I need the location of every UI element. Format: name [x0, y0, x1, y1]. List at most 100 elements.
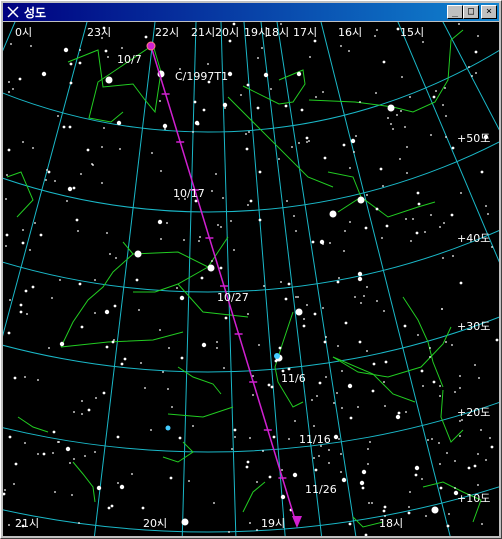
constellation-line — [17, 416, 49, 433]
star — [267, 383, 271, 387]
star — [323, 156, 327, 160]
star — [416, 191, 420, 195]
star — [8, 91, 10, 93]
star — [477, 484, 479, 486]
star — [341, 407, 343, 409]
star — [194, 199, 198, 203]
star — [353, 151, 355, 153]
star — [258, 344, 260, 346]
star — [256, 481, 258, 483]
constellation-line — [133, 266, 209, 293]
star — [487, 213, 489, 215]
star — [297, 296, 299, 298]
constellation-line — [60, 331, 184, 348]
star — [367, 448, 369, 450]
ra-line — [320, 22, 451, 536]
ra-line — [276, 22, 357, 536]
star — [13, 376, 17, 380]
star — [22, 141, 24, 143]
star — [280, 494, 286, 500]
star — [399, 158, 401, 160]
star — [295, 296, 297, 298]
star — [366, 194, 368, 196]
constellation-line — [72, 461, 96, 503]
star — [249, 437, 251, 439]
star — [102, 391, 106, 395]
star — [376, 300, 378, 302]
star — [295, 230, 297, 232]
bright-star — [105, 76, 113, 84]
star — [320, 445, 322, 447]
star — [439, 486, 443, 490]
star — [107, 56, 109, 58]
star — [415, 231, 419, 235]
star — [281, 469, 283, 471]
star — [337, 345, 339, 347]
star — [296, 71, 302, 77]
star — [445, 115, 447, 117]
star — [256, 529, 258, 531]
dec-label: +30도 — [457, 320, 490, 333]
star — [424, 231, 426, 233]
star — [322, 307, 324, 309]
star — [485, 459, 487, 461]
star — [216, 347, 218, 349]
star — [192, 131, 194, 133]
star — [338, 438, 340, 440]
star — [39, 233, 43, 237]
close-button[interactable]: × — [481, 5, 497, 19]
star — [240, 94, 242, 96]
star — [160, 238, 162, 240]
dec-circle — [3, 22, 499, 536]
star — [115, 257, 117, 259]
star — [385, 224, 389, 228]
star — [52, 430, 56, 434]
star — [247, 313, 249, 315]
star — [381, 237, 383, 239]
star — [379, 167, 383, 171]
star — [368, 502, 370, 504]
star — [19, 303, 23, 307]
star — [458, 23, 460, 25]
star — [364, 226, 368, 230]
star — [138, 309, 140, 311]
dec-circle — [3, 401, 499, 453]
star — [5, 245, 7, 247]
star — [340, 471, 342, 473]
star — [396, 114, 398, 116]
star — [459, 387, 461, 389]
constellation-line — [88, 44, 154, 123]
star-chart[interactable]: 0시 23시 22시 21시 20시 19시 18시 17시 16시 15시 21시 20시 19시 18… — [3, 22, 499, 536]
star — [54, 491, 56, 493]
star — [410, 240, 412, 242]
star — [475, 72, 477, 74]
star — [120, 362, 124, 366]
bright-star — [387, 104, 395, 112]
star — [430, 134, 432, 136]
star — [106, 232, 108, 234]
star — [246, 460, 250, 464]
star — [354, 296, 356, 298]
star — [443, 222, 445, 224]
star — [249, 199, 253, 203]
starmap-icon[interactable] — [6, 5, 20, 19]
star — [171, 406, 173, 408]
star — [453, 490, 459, 496]
star — [313, 312, 317, 316]
star — [349, 416, 353, 420]
star — [257, 57, 259, 59]
maximize-button[interactable]: □ — [463, 5, 479, 19]
title-bar[interactable]: 성도 _ □ × — [3, 3, 499, 21]
star — [293, 215, 295, 217]
star — [445, 341, 447, 343]
dec-circle — [3, 316, 499, 373]
star — [281, 369, 285, 373]
ra-line — [93, 22, 156, 536]
star — [372, 362, 376, 366]
star — [135, 278, 139, 282]
star — [439, 226, 441, 228]
star — [454, 487, 456, 489]
star — [483, 134, 489, 140]
star — [305, 136, 309, 140]
minimize-button[interactable]: _ — [447, 5, 463, 19]
